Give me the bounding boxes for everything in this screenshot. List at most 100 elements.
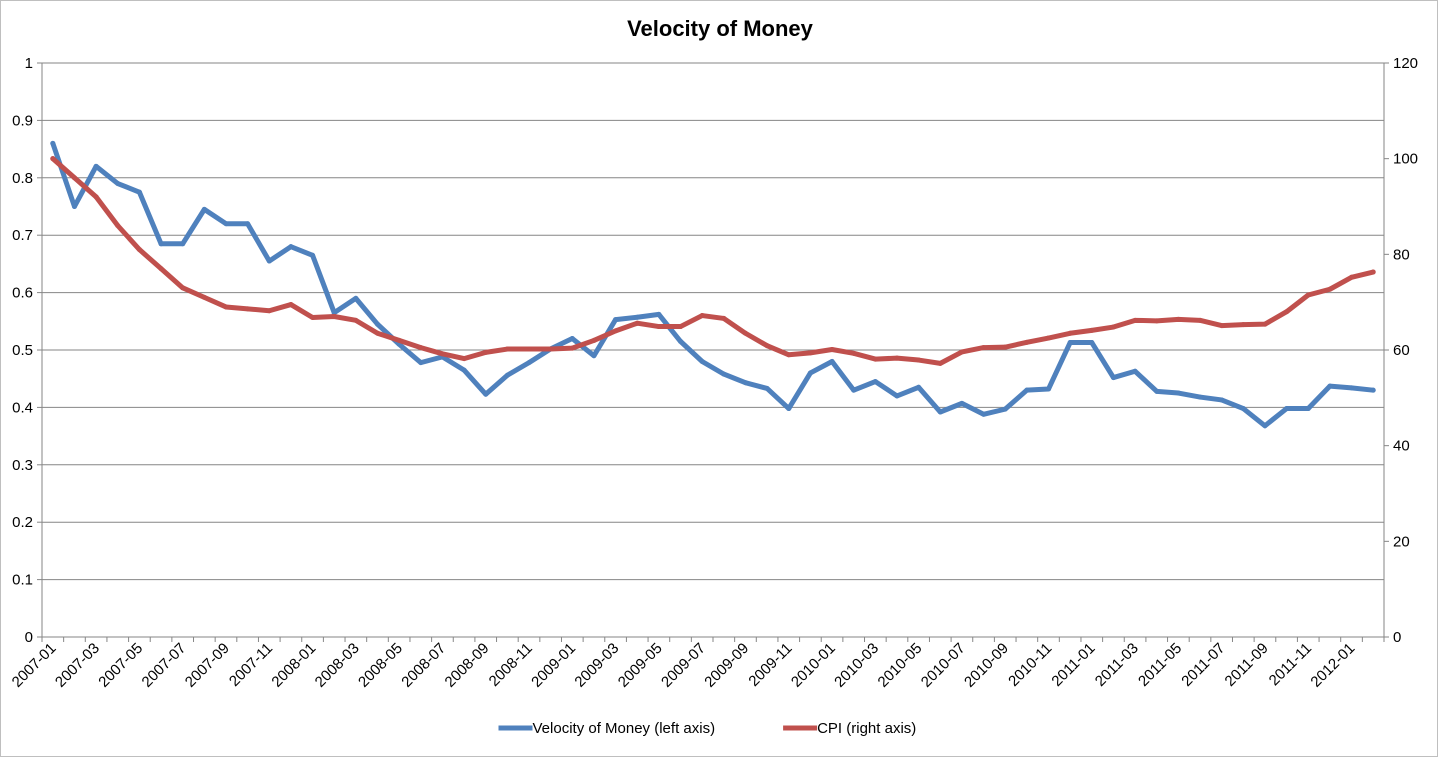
cpi-data-point	[50, 156, 56, 162]
velocity-data-point	[310, 252, 316, 258]
chart-title: Velocity of Money	[627, 16, 814, 41]
velocity-data-point	[1219, 397, 1225, 403]
x-tick-label: 2008-03	[312, 640, 363, 691]
x-tick-label: 2012-01	[1307, 640, 1358, 691]
x-tick-label: 2009-05	[615, 640, 666, 691]
x-tick-label: 2007-03	[52, 640, 103, 691]
velocity-data-point	[201, 206, 207, 212]
velocity-data-point	[1327, 383, 1333, 389]
velocity-data-point	[461, 367, 467, 373]
cpi-data-point	[742, 330, 748, 336]
cpi-data-point	[851, 350, 857, 356]
cpi-data-point	[721, 315, 727, 321]
x-tick-label: 2009-11	[745, 640, 795, 690]
y-right-tick-label: 60	[1393, 342, 1410, 359]
velocity-data-point	[1240, 406, 1246, 412]
axes: 0 0.1 0.2 0.3 0.4 0.5 0.6 0.7 0.8 0.9 1 0 20 40 60 80 10…	[9, 55, 1418, 691]
x-tick-label: 2009-01	[528, 640, 579, 691]
velocity-data-point	[851, 387, 857, 393]
y-left-tick-label: 0.8	[12, 170, 33, 187]
cpi-data-point	[959, 349, 965, 355]
cpi-data-point	[266, 308, 272, 314]
velocity-data-point	[1132, 368, 1138, 374]
cpi-data-point	[548, 346, 554, 352]
x-tick-label: 2008-11	[486, 640, 536, 690]
x-tick-label: 2010-05	[875, 640, 926, 691]
cpi-data-point	[526, 346, 532, 352]
y-left-tick-label: 0.6	[12, 285, 33, 302]
y-right-tick-label: 100	[1393, 151, 1418, 168]
x-tick-label: 2008-07	[398, 640, 449, 691]
cpi-data-point	[136, 247, 142, 253]
cpi-data-point	[245, 306, 251, 312]
velocity-data-point	[245, 221, 251, 227]
cpi-data-point	[1240, 322, 1246, 328]
velocity-data-point	[721, 371, 727, 377]
velocity-data-point	[1262, 423, 1268, 429]
velocity-data-point	[1197, 394, 1203, 400]
velocity-data-point	[764, 385, 770, 391]
y-left-tick-label: 0.1	[12, 572, 33, 589]
legend: Velocity of Money (left axis) CPI (right …	[498, 720, 916, 737]
velocity-data-point	[1089, 340, 1095, 346]
cpi-data-point	[829, 347, 835, 353]
x-tick-label: 2007-01	[9, 640, 60, 691]
velocity-data-point	[504, 372, 510, 378]
cpi-data-point	[872, 356, 878, 362]
cpi-data-point	[1046, 335, 1051, 341]
x-tick-label: 2011-01	[1048, 640, 1098, 690]
velocity-data-point	[526, 360, 532, 366]
velocity-data-point	[180, 241, 186, 247]
x-tick-label: 2009-03	[571, 640, 622, 691]
cpi-data-point	[1132, 317, 1138, 323]
cpi-data-point	[591, 337, 597, 343]
cpi-data-point	[1327, 286, 1333, 292]
cpi-data-point	[937, 360, 943, 366]
x-tick-label: 2007-05	[95, 640, 146, 691]
x-tick-label: 2008-01	[268, 640, 319, 691]
cpi-data-point	[1219, 323, 1225, 329]
velocity-data-point	[1024, 387, 1030, 393]
velocity-data-point	[613, 317, 619, 323]
velocity-data-point	[71, 204, 77, 209]
cpi-data-point	[180, 285, 186, 291]
cpi-data-point	[764, 343, 770, 349]
cpi-data-point	[1305, 292, 1311, 298]
cpi-data-point	[1284, 309, 1290, 315]
velocity-series-line	[50, 140, 1376, 429]
cpi-data-point	[439, 351, 445, 357]
velocity-data-point	[656, 311, 662, 317]
cpi-data-point	[1089, 327, 1095, 333]
cpi-data-point	[981, 345, 987, 351]
velocity-data-point	[1046, 386, 1051, 392]
cpi-data-point	[916, 357, 922, 363]
cpi-data-point	[656, 324, 662, 330]
y-left-tick-label: 0.9	[12, 112, 33, 129]
velocity-data-point	[158, 241, 164, 247]
velocity-data-point	[50, 140, 56, 146]
cpi-data-point	[1197, 317, 1203, 323]
x-tick-label: 2010-09	[961, 640, 1012, 691]
x-tick-label: 2008-05	[355, 640, 406, 691]
velocity-data-point	[591, 353, 597, 359]
x-tick-label: 2011-09	[1222, 640, 1272, 690]
y-left-tick-label: 0.3	[12, 457, 33, 474]
velocity-data-point	[223, 221, 229, 227]
velocity-data-point	[1349, 385, 1355, 391]
velocity-data-point	[937, 409, 943, 415]
cpi-data-point	[1110, 324, 1116, 330]
cpi-data-point	[678, 324, 684, 330]
velocity-data-point	[807, 370, 813, 376]
y-right-tick-label: 0	[1393, 629, 1401, 646]
y-right-tick-label: 120	[1393, 55, 1418, 72]
gridlines	[42, 62, 1384, 581]
cpi-data-point	[504, 346, 510, 352]
velocity-data-point	[1370, 387, 1376, 393]
cpi-data-point	[699, 313, 705, 319]
velocity-data-point	[1175, 390, 1181, 396]
x-tick-label: 2011-03	[1092, 640, 1142, 690]
legend-label: CPI (right axis)	[817, 720, 916, 737]
cpi-data-point	[1370, 269, 1376, 275]
velocity-data-point	[894, 393, 900, 399]
velocity-data-point	[959, 400, 965, 406]
